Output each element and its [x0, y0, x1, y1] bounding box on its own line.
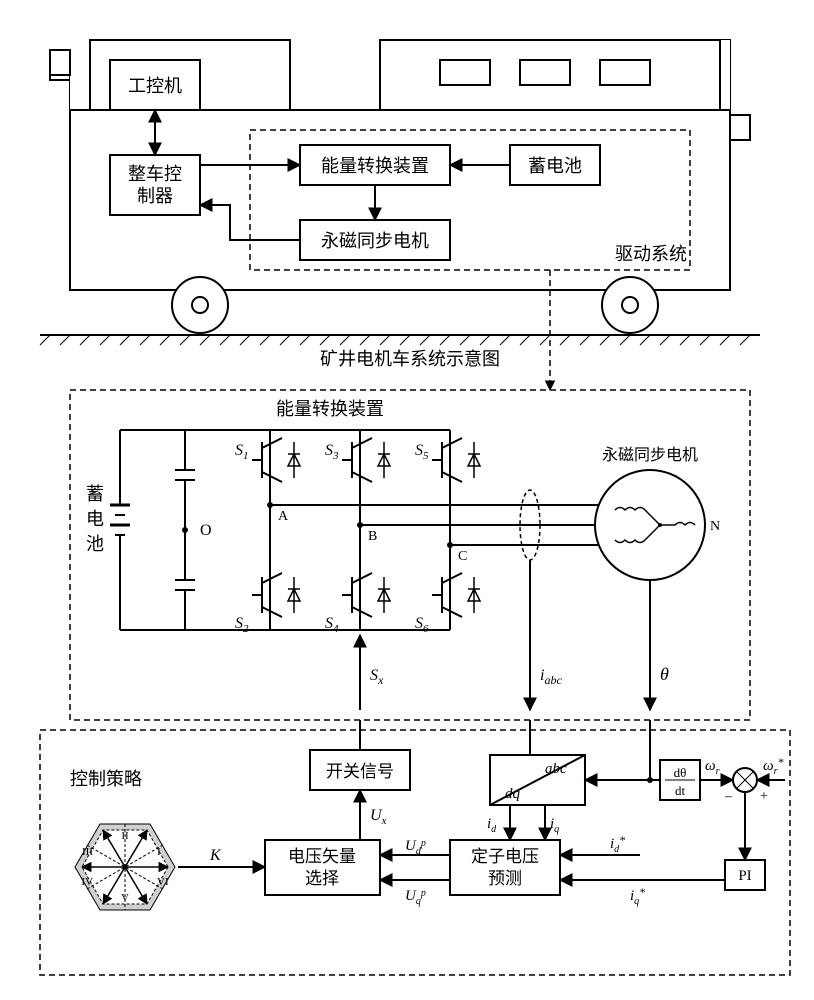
svg-text:ωr: ωr: [705, 758, 720, 777]
svg-text:控制策略: 控制策略: [70, 769, 142, 789]
svg-text:abc: abc: [545, 761, 567, 777]
svg-text:O: O: [200, 522, 212, 539]
svg-text:电: 电: [86, 509, 104, 529]
svg-text:dq: dq: [505, 786, 521, 802]
svg-text:N: N: [710, 519, 720, 534]
svg-text:II: II: [121, 830, 129, 842]
vcu-label1: 整车控: [128, 164, 182, 184]
svg-text:S6: S6: [415, 615, 429, 635]
svg-text:Sx: Sx: [370, 667, 384, 687]
svg-text:B: B: [368, 529, 377, 544]
svg-text:预测: 预测: [488, 869, 522, 888]
svg-text:IV: IV: [81, 876, 93, 888]
svg-text:池: 池: [86, 534, 104, 554]
drive-system-label: 驱动系统: [615, 244, 687, 264]
svg-text:iq: iq: [550, 816, 559, 835]
svg-text:永磁同步电机: 永磁同步电机: [602, 446, 698, 464]
svg-text:定子电压: 定子电压: [471, 847, 539, 866]
svg-text:S3: S3: [325, 442, 339, 462]
inverter: S1 S2 A S3 S4 B: [235, 430, 480, 635]
system-diagram: 工控机 整车控 制器 驱动系统 能量转换装置 蓄电池 永磁同步电机 矿井电机车系…: [10, 10, 804, 990]
svg-text:+: +: [760, 789, 768, 804]
locomotive-title: 矿井电机车系统示意图: [320, 349, 500, 369]
svg-text:电压矢量: 电压矢量: [288, 847, 356, 866]
svg-text:I: I: [157, 846, 161, 858]
svg-text:选择: 选择: [305, 869, 339, 888]
svg-text:S1: S1: [235, 442, 249, 462]
svg-text:iabc: iabc: [540, 667, 562, 687]
svg-text:S2: S2: [235, 615, 249, 635]
svg-text:开关信号: 开关信号: [326, 762, 394, 781]
vcu-label2: 制器: [137, 186, 173, 206]
svg-text:Ux: Ux: [370, 807, 387, 827]
svg-text:id*: id*: [610, 833, 625, 855]
svg-text:iq*: iq*: [630, 885, 645, 907]
svg-text:–: –: [724, 789, 733, 804]
svg-text:永磁同步电机: 永磁同步电机: [321, 231, 429, 251]
svg-text:III: III: [82, 846, 93, 858]
svg-text:蓄电池: 蓄电池: [528, 156, 582, 176]
svg-text:PI: PI: [738, 868, 751, 884]
svg-text:A: A: [278, 509, 289, 524]
svg-text:C: C: [458, 549, 467, 564]
svg-text:dθ: dθ: [674, 765, 687, 780]
drive-detail: 能量转换装置 蓄 电 池 O: [70, 390, 750, 720]
svg-text:VI: VI: [157, 876, 169, 888]
svg-text:能量转换装置: 能量转换装置: [321, 156, 429, 176]
svg-text:ωr*: ωr*: [763, 755, 784, 777]
svg-text:V: V: [121, 892, 129, 904]
svg-text:S4: S4: [325, 615, 339, 635]
svg-text:蓄: 蓄: [86, 484, 104, 504]
svg-text:id: id: [487, 816, 497, 835]
svg-text:dt: dt: [675, 783, 686, 798]
sector-hexagon: I II III IV V VI: [75, 824, 175, 910]
pmsm-circle: [595, 470, 705, 580]
svg-text:K: K: [209, 847, 222, 864]
control-strategy: 控制策略 开关信号 Ux 电压矢量 选择 定子电压 预测 Udp Uqp: [40, 720, 790, 975]
locomotive: 工控机 整车控 制器 驱动系统 能量转换装置 蓄电池 永磁同步电机 矿井电机车系…: [40, 40, 760, 390]
svg-text:Uqp: Uqp: [405, 888, 426, 907]
ipc-label: 工控机: [128, 76, 182, 96]
svg-text:θ: θ: [660, 664, 669, 684]
svg-text:能量转换装置: 能量转换装置: [276, 399, 384, 419]
svg-text:S5: S5: [415, 442, 429, 462]
